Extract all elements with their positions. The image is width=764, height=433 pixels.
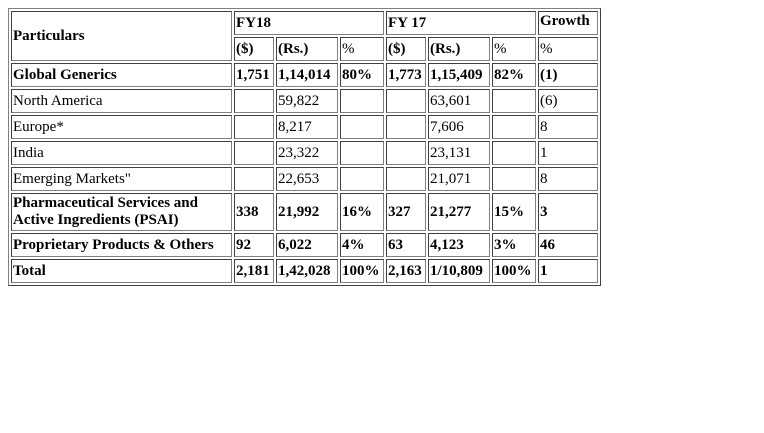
table-row: Emerging Markets" 22,653 21,071 8 [11, 167, 598, 191]
table-row: Global Generics 1,751 1,14,014 80% 1,773… [11, 63, 598, 87]
cell-fy17-rs: 21,277 [428, 193, 490, 231]
cell-fy17-pct [492, 167, 536, 191]
header-row-1: Particulars FY18 FY 17 Growth [11, 11, 598, 61]
cell-fy18-usd [234, 89, 274, 113]
cell-fy18-pct [340, 115, 384, 139]
cell-fy18-usd [234, 115, 274, 139]
cell-growth: (6) [538, 89, 598, 113]
header-particulars: Particulars [11, 11, 232, 61]
table-row: Total 2,181 1,42,028 100% 2,163 1/10,809… [11, 259, 598, 283]
cell-growth: 8 [538, 115, 598, 139]
cell-growth: 3 [538, 193, 598, 231]
cell-fy18-rs: 22,653 [276, 167, 338, 191]
cell-fy18-usd: 338 [234, 193, 274, 231]
cell-fy17-pct: 3% [492, 233, 536, 257]
cell-fy17-pct [492, 141, 536, 165]
cell-fy18-rs: 8,217 [276, 115, 338, 139]
cell-fy18-usd [234, 141, 274, 165]
cell-fy18-rs: 59,822 [276, 89, 338, 113]
cell-fy17-usd: 1,773 [386, 63, 426, 87]
cell-fy18-rs: 1,14,014 [276, 63, 338, 87]
cell-fy17-pct: 82% [492, 63, 536, 87]
row-label: Total [11, 259, 232, 283]
cell-fy18-rs: 23,322 [276, 141, 338, 165]
table-row: Pharmaceutical Services and Active Ingre… [11, 193, 598, 231]
cell-fy18-pct: 16% [340, 193, 384, 231]
cell-fy18-pct: 100% [340, 259, 384, 283]
cell-fy18-rs: 1,42,028 [276, 259, 338, 283]
cell-fy17-usd: 327 [386, 193, 426, 231]
cell-growth: 1 [538, 141, 598, 165]
cell-fy18-usd [234, 167, 274, 191]
cell-fy18-pct [340, 141, 384, 165]
header-fy18-pct: % [340, 37, 384, 61]
cell-fy17-pct: 15% [492, 193, 536, 231]
cell-growth: 1 [538, 259, 598, 283]
cell-growth: 8 [538, 167, 598, 191]
cell-fy17-usd [386, 115, 426, 139]
cell-fy18-rs: 6,022 [276, 233, 338, 257]
row-label: Pharmaceutical Services and Active Ingre… [11, 193, 232, 231]
header-growth-unit: % [538, 37, 598, 61]
financial-table: Particulars FY18 FY 17 Growth ($) (Rs.) … [8, 8, 601, 286]
cell-fy18-pct: 4% [340, 233, 384, 257]
cell-fy17-rs: 4,123 [428, 233, 490, 257]
cell-fy17-usd: 63 [386, 233, 426, 257]
header-fy18: FY18 [234, 11, 384, 35]
table-row: Proprietary Products & Others 92 6,022 4… [11, 233, 598, 257]
cell-fy18-pct [340, 89, 384, 113]
cell-fy17-rs: 1,15,409 [428, 63, 490, 87]
cell-fy17-pct: 100% [492, 259, 536, 283]
cell-fy17-pct [492, 89, 536, 113]
header-row-2: ($) (Rs.) % ($) (Rs.) % % [11, 37, 598, 61]
cell-fy17-rs: 63,601 [428, 89, 490, 113]
cell-fy18-pct [340, 167, 384, 191]
header-fy17-rs: (Rs.) [428, 37, 490, 61]
cell-fy18-usd: 2,181 [234, 259, 274, 283]
row-label: Global Generics [11, 63, 232, 87]
row-label: Europe* [11, 115, 232, 139]
cell-fy18-pct: 80% [340, 63, 384, 87]
cell-fy18-usd: 1,751 [234, 63, 274, 87]
row-label: Proprietary Products & Others [11, 233, 232, 257]
row-label: India [11, 141, 232, 165]
cell-fy17-rs: 7,606 [428, 115, 490, 139]
cell-fy18-rs: 21,992 [276, 193, 338, 231]
header-fy17-pct: % [492, 37, 536, 61]
row-label: North America [11, 89, 232, 113]
cell-fy17-usd [386, 167, 426, 191]
cell-fy17-usd [386, 141, 426, 165]
table-row: India 23,322 23,131 1 [11, 141, 598, 165]
cell-fy17-pct [492, 115, 536, 139]
table-row: North America 59,822 63,601 (6) [11, 89, 598, 113]
header-fy18-rs: (Rs.) [276, 37, 338, 61]
cell-fy18-usd: 92 [234, 233, 274, 257]
row-label: Emerging Markets" [11, 167, 232, 191]
cell-growth: 46 [538, 233, 598, 257]
header-fy17-usd: ($) [386, 37, 426, 61]
header-fy18-usd: ($) [234, 37, 274, 61]
header-fy17: FY 17 [386, 11, 536, 35]
cell-fy17-rs: 21,071 [428, 167, 490, 191]
cell-fy17-rs: 23,131 [428, 141, 490, 165]
header-growth: Growth [538, 11, 598, 35]
cell-fy17-rs: 1/10,809 [428, 259, 490, 283]
table-row: Europe* 8,217 7,606 8 [11, 115, 598, 139]
cell-growth: (1) [538, 63, 598, 87]
cell-fy17-usd: 2,163 [386, 259, 426, 283]
cell-fy17-usd [386, 89, 426, 113]
